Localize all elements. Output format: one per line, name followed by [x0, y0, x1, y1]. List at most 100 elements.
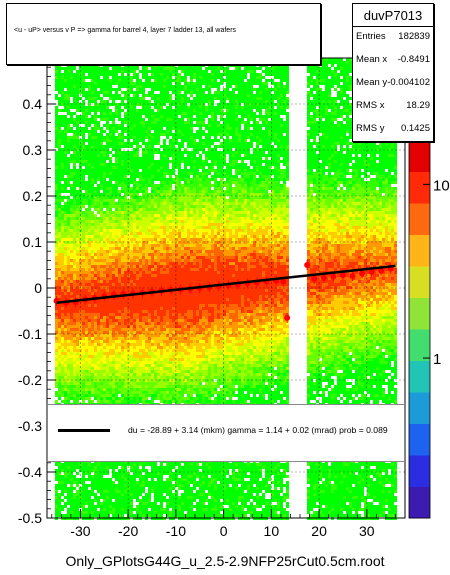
heatmap-cell	[127, 343, 130, 346]
heatmap-cell	[85, 202, 88, 205]
heatmap-cell	[160, 229, 163, 232]
heatmap-cell	[58, 154, 61, 157]
heatmap-cell	[106, 310, 109, 313]
heatmap-cell	[154, 367, 157, 370]
heatmap-cell	[73, 229, 76, 232]
heatmap-cell	[133, 112, 136, 115]
heatmap-cell	[118, 79, 121, 82]
heatmap-cell	[109, 211, 112, 214]
heatmap-cell	[94, 247, 97, 250]
heatmap-cell	[160, 349, 163, 352]
heatmap-cell	[73, 241, 76, 244]
heatmap-cell	[145, 244, 148, 247]
heatmap-cell	[118, 463, 121, 466]
heatmap-cell	[148, 103, 151, 106]
heatmap-cell	[142, 76, 145, 79]
heatmap-cell	[142, 139, 145, 142]
heatmap-cell	[100, 151, 103, 154]
heatmap-cell	[130, 319, 133, 322]
heatmap-cell	[124, 334, 127, 337]
heatmap-cell	[163, 178, 166, 181]
heatmap-cell	[136, 259, 139, 262]
heatmap-cell	[127, 238, 130, 241]
heatmap-cell	[130, 187, 133, 190]
heatmap-cell	[151, 82, 154, 85]
heatmap-cell	[154, 352, 157, 355]
heatmap-cell	[154, 376, 157, 379]
heatmap-cell	[118, 250, 121, 253]
heatmap-cell	[100, 466, 103, 469]
heatmap-cell	[70, 361, 73, 364]
heatmap-cell	[64, 214, 67, 217]
heatmap-cell	[145, 199, 148, 202]
heatmap-cell	[85, 367, 88, 370]
heatmap-cell	[142, 280, 145, 283]
heatmap-cell	[55, 283, 58, 286]
heatmap-cell	[118, 241, 121, 244]
heatmap-cell	[61, 475, 64, 478]
heatmap-cell	[94, 94, 97, 97]
heatmap-cell	[142, 331, 145, 334]
heatmap-cell	[115, 88, 118, 91]
heatmap-cell	[151, 91, 154, 94]
heatmap-cell	[82, 283, 85, 286]
heatmap-cell	[148, 94, 151, 97]
heatmap-cell	[64, 346, 67, 349]
heatmap-cell	[64, 295, 67, 298]
heatmap-cell	[121, 304, 124, 307]
heatmap-cell	[67, 145, 70, 148]
heatmap-cell	[148, 268, 151, 271]
heatmap-cell	[94, 205, 97, 208]
heatmap-cell	[133, 361, 136, 364]
heatmap-cell	[88, 514, 91, 517]
heatmap-cell	[133, 475, 136, 478]
heatmap-cell	[115, 499, 118, 502]
heatmap-cell	[55, 238, 58, 241]
heatmap-cell	[55, 196, 58, 199]
heatmap-cell	[157, 316, 160, 319]
heatmap-cell	[151, 370, 154, 373]
heatmap-cell	[130, 100, 133, 103]
heatmap-cell	[61, 67, 64, 70]
heatmap-cell	[91, 151, 94, 154]
heatmap-cell	[61, 313, 64, 316]
heatmap-cell	[169, 361, 172, 364]
heatmap-cell	[73, 280, 76, 283]
heatmap-cell	[103, 508, 106, 511]
heatmap-cell	[133, 337, 136, 340]
heatmap-cell	[136, 304, 139, 307]
heatmap-cell	[121, 307, 124, 310]
heatmap-cell	[136, 250, 139, 253]
heatmap-cell	[151, 319, 154, 322]
heatmap-cell	[115, 67, 118, 70]
heatmap-cell	[148, 205, 151, 208]
heatmap-cell	[166, 211, 169, 214]
heatmap-cell	[130, 379, 133, 382]
heatmap-cell	[136, 160, 139, 163]
heatmap-cell	[70, 340, 73, 343]
heatmap-cell	[79, 151, 82, 154]
heatmap-cell	[145, 187, 148, 190]
heatmap-cell	[91, 226, 94, 229]
heatmap-cell	[148, 253, 151, 256]
heatmap-cell	[106, 283, 109, 286]
heatmap-cell	[151, 148, 154, 151]
heatmap-cell	[88, 493, 91, 496]
heatmap-cell	[106, 253, 109, 256]
heatmap-cell	[133, 67, 136, 70]
heatmap-cell	[100, 511, 103, 514]
heatmap-cell	[76, 370, 79, 373]
heatmap-cell	[145, 85, 148, 88]
heatmap-cell	[124, 202, 127, 205]
heatmap-cell	[127, 325, 130, 328]
heatmap-cell	[157, 70, 160, 73]
heatmap-cell	[109, 265, 112, 268]
heatmap-cell	[121, 358, 124, 361]
heatmap-cell	[112, 304, 115, 307]
heatmap-cell	[154, 319, 157, 322]
heatmap-cell	[55, 139, 58, 142]
heatmap-cell	[79, 364, 82, 367]
heatmap-cell	[61, 103, 64, 106]
heatmap-cell	[115, 361, 118, 364]
heatmap-cell	[169, 466, 172, 469]
